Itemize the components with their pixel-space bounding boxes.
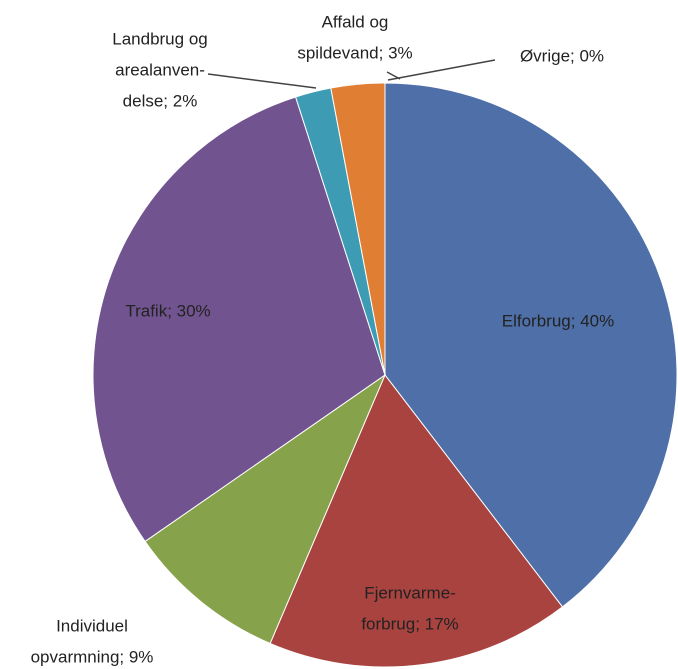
pie-slice [384,82,678,608]
leader-line [207,73,317,89]
leader-line [387,59,496,81]
pie-slice [144,373,387,645]
data-label: opvarmning; 9% [31,647,154,666]
data-label: Trafik; 30% [125,301,210,320]
data-label: spildevand; 3% [297,43,412,62]
data-label: Fjernvarme- [364,583,456,602]
data-label: Individuel [56,616,128,635]
data-label: delse; 2% [123,91,198,110]
pie-slice [92,96,386,543]
data-label: arealanven- [115,60,205,79]
data-label: Øvrige; 0% [520,46,604,65]
data-label: Landbrug og [112,29,207,48]
data-label: Elforbrug; 40% [502,311,614,330]
pie-slice [269,374,564,668]
data-label: Affald og [322,12,389,31]
data-label: forbrug; 17% [361,614,458,633]
